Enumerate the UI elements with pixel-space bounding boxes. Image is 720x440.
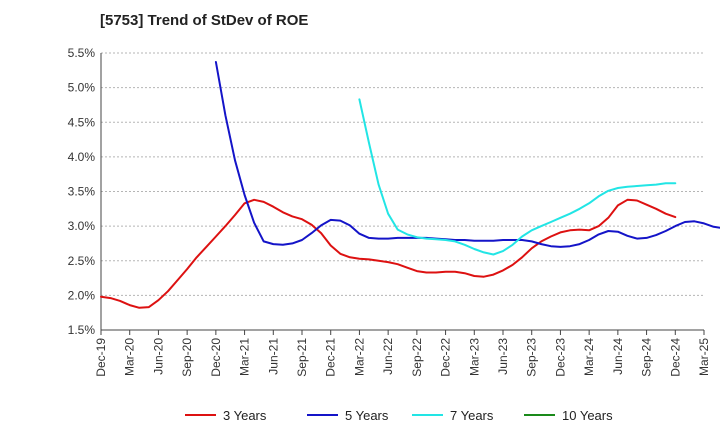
- legend-label-3: 10 Years: [562, 408, 613, 423]
- x-tick-label: Jun-20: [151, 338, 165, 375]
- x-tick-label: Jun-21: [266, 338, 280, 375]
- y-tick-label: 1.5%: [68, 323, 96, 337]
- y-tick-label: 5.0%: [68, 81, 96, 95]
- y-tick-label: 2.5%: [68, 254, 96, 268]
- x-tick-label: Jun-24: [611, 338, 625, 375]
- x-tick-label: Jun-22: [381, 338, 395, 375]
- x-tick-label: Sep-22: [410, 338, 424, 377]
- y-tick-label: 4.0%: [68, 150, 96, 164]
- x-tick-label: Jun-23: [496, 338, 510, 375]
- x-tick-label: Sep-23: [525, 338, 539, 377]
- x-tick-label: Mar-24: [582, 338, 596, 376]
- series-line-0: [100, 198, 677, 309]
- x-tick-label: Mar-25: [697, 338, 711, 376]
- y-tick-label: 4.5%: [68, 115, 96, 129]
- y-tick-label: 3.0%: [68, 219, 96, 233]
- x-tick-label: Dec-21: [324, 338, 338, 377]
- legend-label-0: 3 Years: [223, 408, 267, 423]
- y-tick-label: 2.0%: [68, 288, 96, 302]
- y-tick-label: 5.5%: [68, 46, 96, 60]
- legend-label-2: 7 Years: [450, 408, 494, 423]
- chart-title: [5753] Trend of StDev of ROE: [100, 12, 309, 29]
- x-tick-label: Dec-24: [668, 338, 682, 377]
- x-tick-label: Dec-20: [209, 338, 223, 377]
- x-tick-label: Dec-22: [439, 338, 453, 377]
- x-tick-label: Sep-20: [180, 338, 194, 377]
- x-tick-label: Sep-24: [640, 338, 654, 377]
- x-tick-label: Mar-20: [123, 338, 137, 376]
- series-line-7y: [358, 98, 677, 256]
- x-tick-label: Mar-22: [352, 338, 366, 376]
- x-tick-label: Mar-23: [467, 338, 481, 376]
- x-tick-label: Dec-19: [94, 338, 108, 377]
- x-tick-label: Sep-21: [295, 338, 309, 377]
- series-line-1: [214, 61, 720, 248]
- legend-label-1: 5 Years: [345, 408, 389, 423]
- x-tick-label: Mar-21: [238, 338, 252, 376]
- y-tick-label: 3.5%: [68, 185, 96, 199]
- x-tick-label: Dec-23: [553, 338, 567, 377]
